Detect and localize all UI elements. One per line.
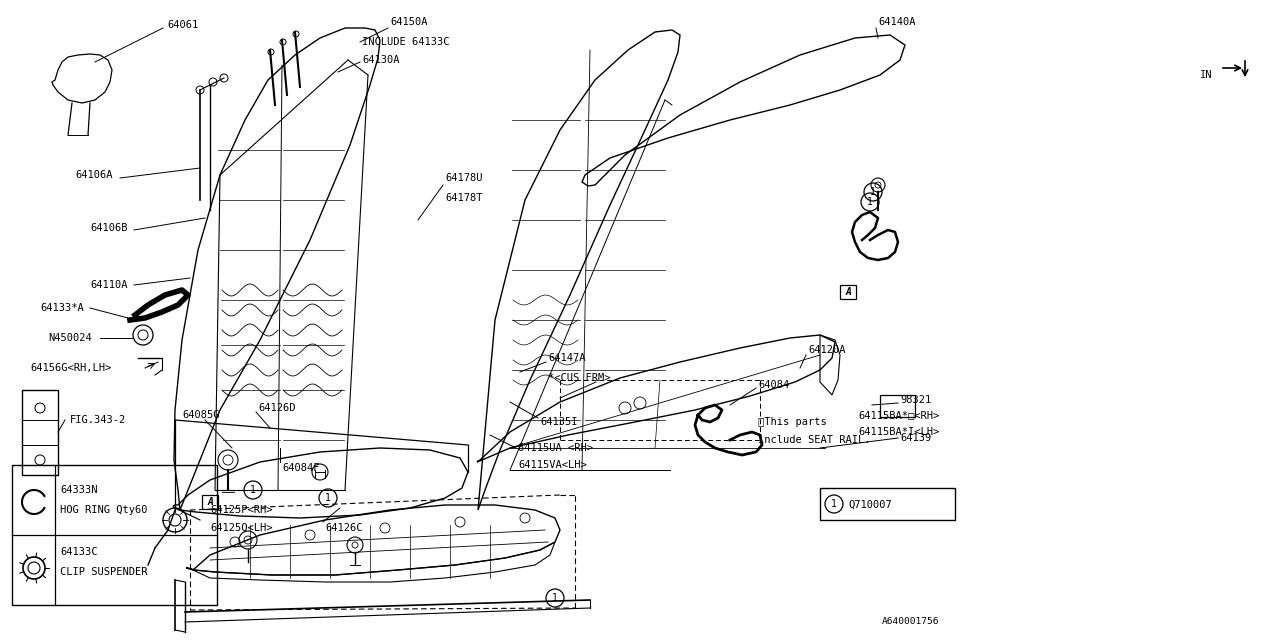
Text: 64120A: 64120A [808, 345, 846, 355]
Text: 64156G<RH,LH>: 64156G<RH,LH> [29, 363, 111, 373]
Text: 64178T: 64178T [445, 193, 483, 203]
Text: 64150A: 64150A [390, 17, 428, 27]
Text: 64125Q<LH>: 64125Q<LH> [210, 523, 273, 533]
Text: 64115UA <RH>: 64115UA <RH> [518, 443, 593, 453]
Bar [840, 285, 856, 299]
Text: INCLUDE 64133C: INCLUDE 64133C [362, 37, 449, 47]
Text: 64115VA<LH>: 64115VA<LH> [518, 460, 586, 470]
Text: 64147A: 64147A [548, 353, 585, 363]
Text: 64139: 64139 [900, 433, 932, 443]
Bar [202, 495, 218, 509]
Text: 1: 1 [552, 593, 558, 603]
Text: 64085G: 64085G [182, 410, 219, 420]
Text: *<CUS FRM>: *<CUS FRM> [548, 373, 611, 383]
Text: 64126D: 64126D [259, 403, 296, 413]
Text: 64125P<RH>: 64125P<RH> [210, 505, 273, 515]
Text: ※This parts: ※This parts [758, 417, 827, 427]
Text: A640001756: A640001756 [882, 618, 940, 627]
Text: 1: 1 [867, 197, 873, 207]
Text: 98321: 98321 [900, 395, 932, 405]
Bar [12, 465, 218, 605]
Text: A: A [845, 287, 851, 297]
Text: 1: 1 [831, 499, 837, 509]
Text: IN: IN [1201, 70, 1212, 80]
Text: 64110A: 64110A [90, 280, 128, 290]
Text: 64115BA*I<LH>: 64115BA*I<LH> [858, 427, 940, 437]
Text: 1: 1 [870, 187, 876, 197]
Text: N450024: N450024 [49, 333, 92, 343]
Bar [881, 395, 915, 417]
Bar [820, 488, 955, 520]
Text: 64106A: 64106A [76, 170, 113, 180]
Text: 1: 1 [250, 485, 256, 495]
Text: include SEAT RAIL.: include SEAT RAIL. [758, 435, 870, 445]
Text: CLIP SUSPENDER: CLIP SUSPENDER [60, 567, 147, 577]
Text: Q710007: Q710007 [849, 500, 892, 510]
Text: 64178U: 64178U [445, 173, 483, 183]
Text: A: A [207, 497, 212, 507]
Text: 64084: 64084 [758, 380, 790, 390]
Text: 64126C: 64126C [325, 523, 362, 533]
Text: 64106B: 64106B [90, 223, 128, 233]
Text: 64084F: 64084F [282, 463, 320, 473]
Text: 64130A: 64130A [362, 55, 399, 65]
Text: HOG RING Qty60: HOG RING Qty60 [60, 505, 147, 515]
Text: 64133C: 64133C [60, 547, 97, 557]
Text: 64135I: 64135I [540, 417, 577, 427]
Text: 1: 1 [325, 493, 332, 503]
Text: FIG.343-2: FIG.343-2 [70, 415, 127, 425]
Text: 64061: 64061 [166, 20, 198, 30]
Text: 64115BA*□<RH>: 64115BA*□<RH> [858, 410, 940, 420]
Text: 64140A: 64140A [878, 17, 915, 27]
Text: 64133*A: 64133*A [40, 303, 83, 313]
Text: 64333N: 64333N [60, 485, 97, 495]
